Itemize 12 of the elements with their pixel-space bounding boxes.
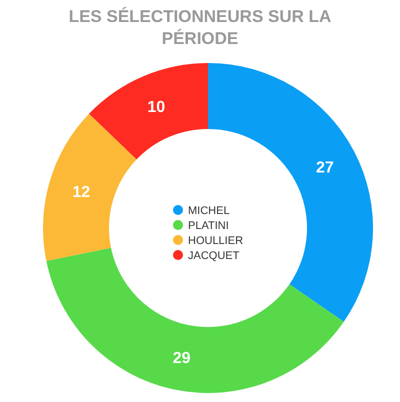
chart-title: LES SÉLECTIONNEURS SUR LA PÉRIODE (68, 6, 332, 48)
legend-label: HOULLIER (188, 234, 244, 247)
donut-slice (89, 63, 208, 160)
legend-label: JACQUET (188, 250, 240, 262)
legend-label: PLATINI (188, 220, 229, 232)
legend-label: MICHEL (188, 204, 230, 217)
data-label: 27 (316, 159, 334, 176)
donut-slice (46, 248, 344, 393)
data-label: 12 (72, 184, 90, 201)
data-label: 29 (172, 350, 191, 367)
donut-slice (43, 114, 137, 262)
data-label: 10 (147, 99, 166, 116)
